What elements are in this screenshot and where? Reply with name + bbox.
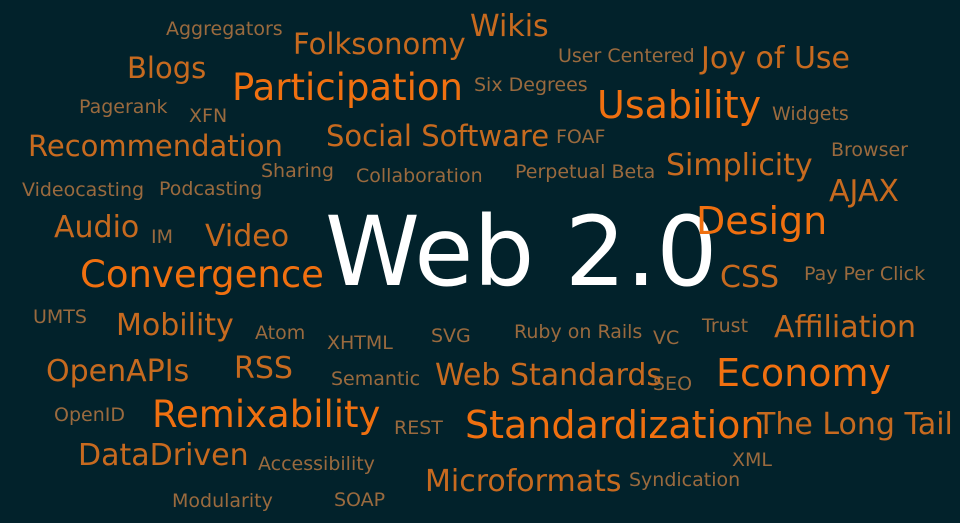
- word-pagerank: Pagerank: [79, 96, 168, 118]
- word-datadriven: DataDriven: [78, 438, 249, 473]
- word-syndication: Syndication: [629, 469, 741, 491]
- word-openapis: OpenAPIs: [46, 354, 190, 389]
- word-web20: Web 2.0: [325, 196, 718, 308]
- word-perpetual-beta: Perpetual Beta: [515, 161, 656, 183]
- word-joy-of-use: Joy of Use: [701, 41, 850, 76]
- word-rss: RSS: [234, 351, 293, 386]
- word-xhtml: XHTML: [327, 332, 393, 354]
- word-videocasting: Videocasting: [22, 179, 145, 201]
- word-design: Design: [696, 199, 828, 243]
- word-microformats: Microformats: [425, 464, 622, 499]
- word-video: Video: [205, 219, 290, 254]
- word-accessibility: Accessibility: [258, 453, 375, 475]
- word-browser: Browser: [831, 139, 908, 161]
- word-umts: UMTS: [33, 306, 87, 328]
- word-xml: XML: [732, 449, 772, 471]
- word-widgets: Widgets: [772, 103, 849, 125]
- word-atom: Atom: [255, 322, 306, 344]
- word-convergence: Convergence: [80, 253, 324, 296]
- word-vc: VC: [653, 327, 680, 349]
- word-podcasting: Podcasting: [159, 178, 263, 200]
- word-usability: Usability: [597, 83, 762, 127]
- word-mobility: Mobility: [116, 308, 234, 343]
- word-css: CSS: [720, 260, 780, 295]
- word-pay-per-click: Pay Per Click: [804, 263, 926, 285]
- word-rest: REST: [394, 417, 443, 439]
- word-blogs: Blogs: [127, 51, 207, 85]
- word-collaboration: Collaboration: [356, 165, 483, 187]
- word-affiliation: Affiliation: [774, 310, 917, 345]
- word-ajax: AJAX: [829, 174, 899, 209]
- word-folksonomy: Folksonomy: [293, 27, 466, 61]
- word-participation: Participation: [232, 66, 463, 109]
- word-the-long-tail: The Long Tail: [757, 407, 953, 442]
- word-xfn: XFN: [189, 105, 228, 127]
- word-soap: SOAP: [334, 489, 386, 511]
- word-web-standards: Web Standards: [435, 358, 663, 393]
- word-audio: Audio: [54, 210, 140, 245]
- word-semantic: Semantic: [331, 368, 421, 390]
- word-standardization: Standardization: [465, 403, 765, 447]
- word-user-centered: User Centered: [558, 45, 695, 67]
- word-seo: SEO: [653, 373, 693, 395]
- word-svg: SVG: [431, 325, 471, 347]
- word-recommendation: Recommendation: [28, 129, 283, 163]
- word-aggregators: Aggregators: [166, 18, 283, 40]
- word-simplicity: Simplicity: [666, 148, 813, 183]
- word-foaf: FOAF: [556, 126, 606, 148]
- word-six-degrees: Six Degrees: [474, 74, 588, 96]
- word-openid: OpenID: [54, 404, 125, 426]
- word-ruby-on-rails: Ruby on Rails: [514, 321, 643, 343]
- word-economy: Economy: [716, 351, 891, 395]
- word-wikis: Wikis: [470, 9, 549, 44]
- word-trust: Trust: [702, 315, 749, 337]
- word-im: IM: [151, 226, 173, 248]
- word-remixability: Remixability: [152, 393, 381, 436]
- word-social-software: Social Software: [326, 119, 550, 153]
- word-sharing: Sharing: [261, 160, 334, 182]
- word-modularity: Modularity: [172, 490, 273, 512]
